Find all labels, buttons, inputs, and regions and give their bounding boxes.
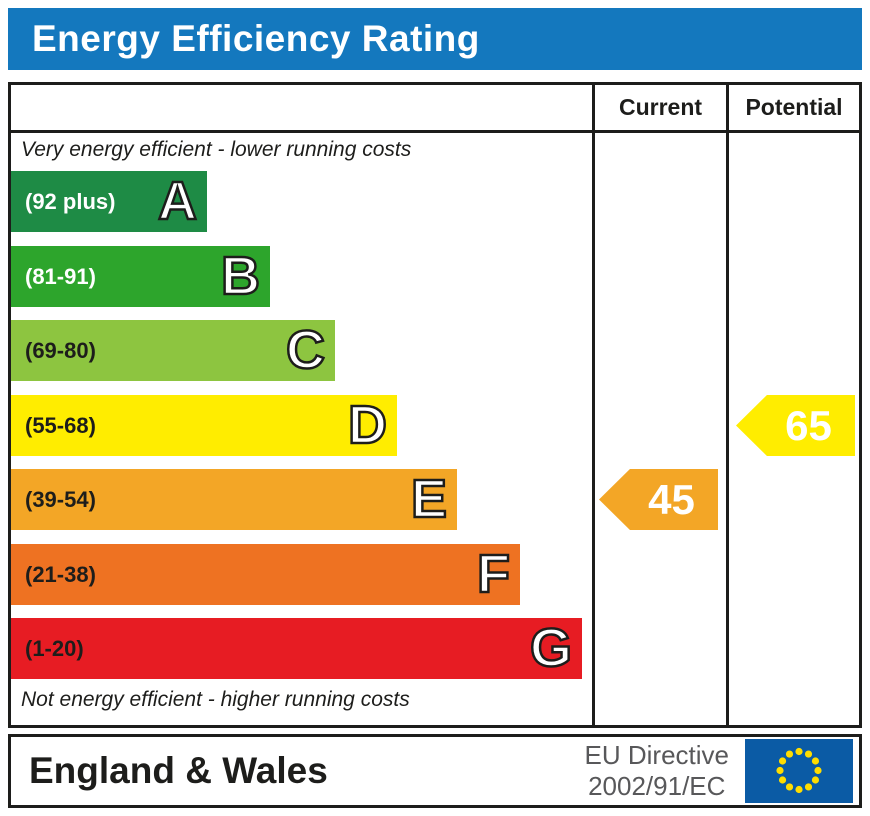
band-c-range: (69-80) (25, 337, 96, 363)
header-spacer (11, 85, 592, 133)
eu-flag-icon (745, 739, 853, 803)
potential-value: 65 (785, 401, 832, 449)
band-g-range: (1-20) (25, 635, 84, 661)
band-d-letter: D (347, 394, 389, 457)
band-f: (21-38) F (11, 543, 520, 606)
current-arrow: 45 (599, 469, 718, 530)
band-a: (92 plus) A (11, 170, 207, 233)
band-a-range: (92 plus) (25, 188, 116, 214)
title-bar: Energy Efficiency Rating (8, 8, 862, 70)
bands-area: Very energy efficient - lower running co… (11, 133, 592, 725)
column-header-current: Current (592, 85, 726, 133)
current-value: 45 (648, 475, 695, 523)
band-g: (1-20) G (11, 617, 582, 680)
eu-directive-line2: 2002/91/EC (588, 771, 726, 801)
band-c: (69-80) C (11, 319, 335, 382)
page-title: Energy Efficiency Rating (32, 18, 480, 59)
band-f-range: (21-38) (25, 561, 96, 587)
bottom-note: Not energy efficient - higher running co… (21, 688, 410, 711)
region-label: England & Wales (29, 750, 328, 791)
band-e-letter: E (410, 468, 449, 531)
eu-directive-label: EU Directive 2002/91/EC (585, 740, 729, 801)
band-e: (39-54) E (11, 468, 457, 531)
eu-directive-line1: EU Directive (584, 740, 729, 771)
band-b-letter: B (220, 245, 262, 308)
band-e-range: (39-54) (25, 486, 96, 512)
current-column: 45 (592, 133, 726, 725)
band-d: (55-68) D (11, 394, 397, 457)
band-a-letter: A (157, 170, 199, 233)
band-f-letter: F (476, 543, 512, 606)
potential-arrow: 65 (736, 395, 855, 456)
band-b: (81-91) B (11, 245, 270, 308)
top-note: Very energy efficient - lower running co… (21, 138, 412, 161)
potential-column: 65 (726, 133, 859, 725)
band-c-letter: C (285, 319, 327, 382)
band-b-range: (81-91) (25, 263, 96, 289)
column-header-potential: Potential (726, 85, 859, 133)
band-d-range: (55-68) (25, 412, 96, 438)
rating-table: Current Potential Very energy efficient … (8, 82, 862, 728)
footer: England & Wales EU Directive 2002/91/EC (8, 734, 862, 808)
band-g-letter: G (529, 617, 574, 680)
